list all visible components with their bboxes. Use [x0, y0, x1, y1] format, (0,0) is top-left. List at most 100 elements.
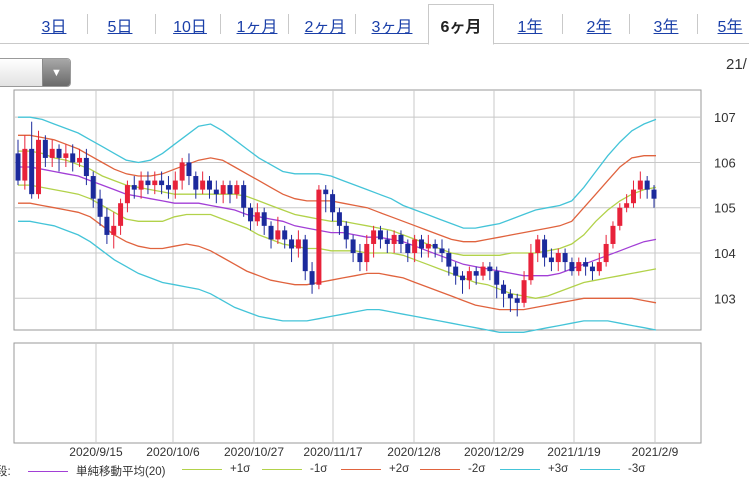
- candle-body: [439, 248, 445, 254]
- candle-body: [507, 293, 513, 299]
- dropdown-arrow-button[interactable]: ▼: [42, 59, 70, 86]
- candle-body: [343, 225, 349, 240]
- tab-8[interactable]: 2年: [586, 18, 612, 36]
- candle-body: [200, 180, 206, 190]
- tab-separator: [288, 14, 289, 34]
- tab-5[interactable]: 3ヶ月: [371, 18, 413, 36]
- candle-body: [384, 239, 390, 244]
- candle-body: [193, 176, 199, 190]
- candle-body: [350, 239, 356, 254]
- candle-body: [29, 148, 35, 195]
- tab-7[interactable]: 1年: [517, 18, 543, 36]
- candle-body: [234, 185, 240, 195]
- legend-label: +1σ: [230, 463, 251, 475]
- candle-body: [562, 253, 568, 263]
- legend-swatch: [28, 470, 68, 472]
- legend-label: +3σ: [548, 463, 569, 475]
- candle-body: [145, 180, 151, 186]
- candle-body: [391, 234, 397, 244]
- tab-10[interactable]: 5年: [717, 18, 743, 36]
- candle-body: [309, 271, 315, 285]
- candle-body: [494, 271, 500, 285]
- candle-body: [49, 148, 55, 158]
- candle-body: [63, 153, 69, 158]
- indicator-dropdown[interactable]: ▼: [0, 58, 71, 87]
- candle-body: [97, 198, 103, 217]
- tab-separator: [87, 14, 88, 34]
- x-tick-label: 2021/2/9: [632, 445, 679, 459]
- candle-body: [357, 253, 363, 263]
- candle-body: [377, 230, 383, 240]
- tab-separator: [629, 14, 630, 34]
- candle-body: [501, 284, 507, 294]
- candle-body: [289, 239, 295, 249]
- candle-body: [651, 189, 657, 199]
- tab-4[interactable]: 2ヶ月: [304, 18, 346, 36]
- y-tick-label: 103: [714, 291, 736, 306]
- candle-body: [398, 234, 404, 244]
- tab-6[interactable]: 6ヶ月: [428, 4, 494, 45]
- legend-swatch: [580, 468, 620, 470]
- chart-legend: 段: 単純移動平均(20) +1σ -1σ +2σ -2σ +3σ -3σ: [0, 461, 749, 481]
- legend-label: 単純移動平均(20): [76, 466, 166, 478]
- x-tick-label: 2020/10/27: [224, 445, 284, 459]
- candle-body: [548, 257, 554, 263]
- tab-separator: [697, 14, 698, 34]
- legend-item: +1σ: [182, 463, 250, 475]
- tab-2[interactable]: 10日: [173, 18, 207, 36]
- x-tick-label: 2020/12/29: [464, 445, 524, 459]
- legend-item: -1σ: [262, 463, 327, 475]
- candle-body: [630, 189, 636, 204]
- tab-separator: [220, 14, 221, 34]
- candle-body: [412, 239, 418, 254]
- band-line-6: [18, 220, 657, 333]
- candle-body: [453, 266, 459, 276]
- x-tick-label: 2020/10/6: [146, 445, 200, 459]
- candle-body: [254, 212, 260, 222]
- candle-body: [466, 271, 472, 281]
- legend-label: -1σ: [310, 463, 328, 475]
- candle-body: [610, 225, 616, 244]
- candle-body: [104, 216, 110, 235]
- triangle-down-icon: ▼: [51, 66, 62, 79]
- candle-body: [302, 239, 308, 272]
- main-plot-frame: [13, 89, 702, 331]
- legend-label: -3σ: [628, 463, 646, 475]
- legend-swatch: [262, 468, 302, 470]
- legend-prefix: 段:: [0, 466, 11, 478]
- candle-body: [446, 253, 452, 267]
- tab-separator: [355, 14, 356, 34]
- tab-9[interactable]: 3年: [653, 18, 679, 36]
- period-tab-bar: 3日 5日 10日 1ヶ月 2ヶ月 3ヶ月 6ヶ月 1年 2年 3年 5年: [0, 0, 749, 45]
- legend-label: +2σ: [389, 463, 410, 475]
- legend-swatch: [341, 468, 381, 470]
- y-tick-label: 106: [714, 155, 736, 170]
- candle-body: [83, 157, 89, 177]
- candle-body: [275, 230, 281, 240]
- tab-3[interactable]: 1ヶ月: [236, 18, 278, 36]
- candle-body: [261, 212, 267, 226]
- candle-body: [528, 253, 534, 281]
- candle-body: [589, 266, 595, 272]
- tab-0[interactable]: 3日: [41, 18, 67, 36]
- candle-body: [542, 239, 548, 258]
- legend-swatch: [500, 468, 540, 470]
- candle-body: [330, 194, 336, 213]
- candle-body: [118, 203, 124, 226]
- candle-body: [227, 185, 233, 195]
- candle-body: [36, 139, 42, 195]
- candle-body: [316, 189, 322, 285]
- candle-body: [460, 275, 466, 281]
- y-tick-label: 105: [714, 201, 736, 216]
- candle-body: [336, 212, 342, 226]
- tab-1[interactable]: 5日: [107, 18, 133, 36]
- candle-body: [603, 243, 609, 263]
- candle-body: [624, 203, 630, 208]
- candle-body: [364, 243, 370, 263]
- candle-body: [206, 180, 212, 190]
- x-tick-label: 2020/11/17: [303, 445, 362, 459]
- candle-body: [15, 153, 21, 181]
- candle-body: [70, 153, 76, 163]
- candle-body: [535, 239, 541, 254]
